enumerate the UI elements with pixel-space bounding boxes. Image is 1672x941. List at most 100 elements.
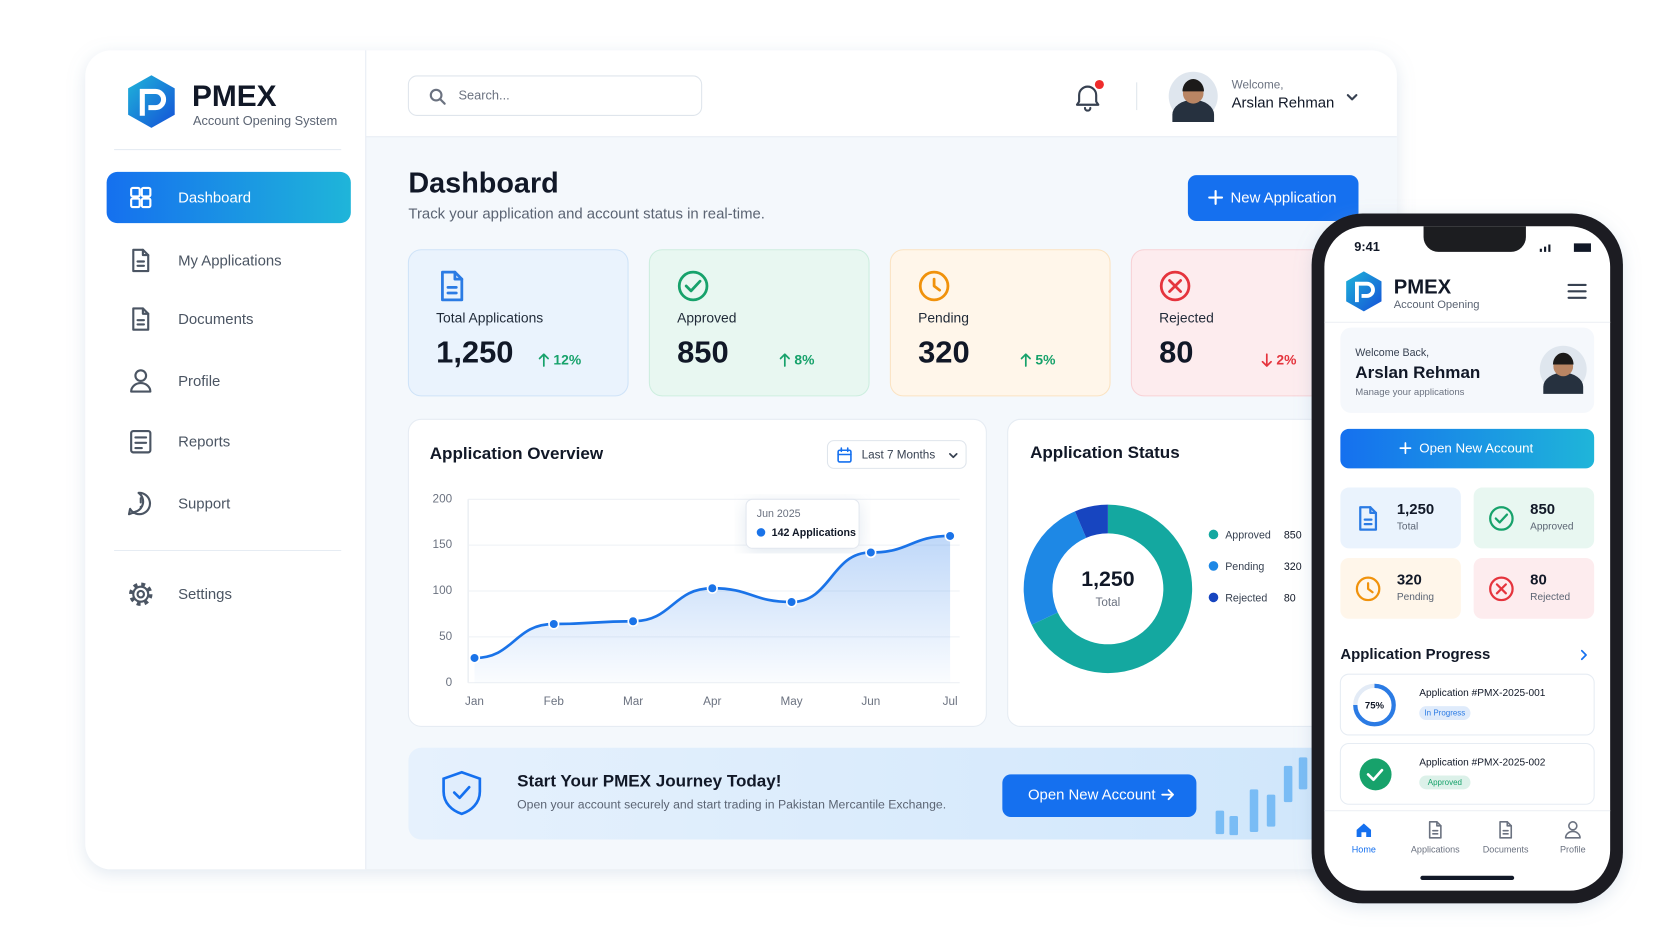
donut-total: 1,250 [1081,567,1134,591]
data-point [706,582,718,594]
icon-path [1366,582,1374,594]
mini-stat-card: 1,250 Total [1340,487,1461,549]
y-tick-label: 0 [446,676,453,689]
welcome-card [1340,327,1595,413]
mini-stat-card: 320 Pending [1340,557,1461,619]
icon-path [134,436,148,450]
nav-item[interactable]: Dashboard [106,171,351,224]
nav-active [106,171,351,224]
icon-path [1568,821,1578,831]
icon-path [429,88,443,102]
tab[interactable]: Documents [1483,821,1529,855]
logo-hex [128,75,175,128]
nav-item[interactable]: Settings [129,582,232,606]
stat-value: 1,250 [436,334,513,369]
status-check [1366,768,1384,782]
notifications[interactable] [1075,78,1106,112]
data-point [548,618,560,630]
brand: PMEX [192,80,277,113]
tab-label: Documents [1483,845,1529,855]
page-title: Dashboard [408,167,558,199]
icon-path [130,197,141,209]
icon [1355,576,1381,602]
stat-change: 5% [1035,351,1055,367]
banner: Start Your PMEX Journey Today! Open your … [408,747,1369,840]
page-subtitle: Track your application and account statu… [408,206,765,223]
icon-path [127,491,151,516]
nav-item[interactable]: Support [127,491,231,516]
icon-path [130,429,152,454]
icon [429,88,446,105]
nav-item[interactable]: Documents [132,307,253,331]
y-tick-label: 50 [439,630,453,643]
application-item[interactable]: Application #PMX-2025-002 Approved [1339,742,1595,805]
shield-icon [442,770,482,816]
notch [1423,226,1526,252]
tagline: Account Opening System [193,113,337,128]
legend-dot [1208,561,1219,571]
tooltip-title: Jun 2025 [757,508,801,520]
icon-path [1567,283,1587,299]
icon [1075,85,1100,112]
mini-stat-value: 1,250 [1397,501,1434,518]
phone-brand: PMEX [1394,277,1452,299]
banner-title: Start Your PMEX Journey Today! [517,771,781,790]
logo-mark [1355,281,1375,303]
donut-segment [1023,511,1087,625]
tab[interactable]: Profile [1560,821,1586,855]
application-item[interactable]: 75% Application #PMX-2025-001 In Progress [1339,673,1595,736]
legend-value: 320 [1284,561,1302,573]
range-dropdown[interactable]: Last 7 Months [826,440,967,469]
icon-path [439,98,446,105]
status-icon [1359,758,1392,791]
icon [1499,821,1513,839]
new-application-button[interactable]: New Application [1187,175,1359,221]
card-bg [889,249,1111,397]
data-point [627,615,639,627]
legend-label: Rejected [1225,592,1267,604]
nav-item[interactable]: My Applications [132,248,282,273]
icon-path [1359,506,1378,531]
icon-path [1161,789,1174,801]
icon-path [1083,106,1092,112]
icon [1346,94,1358,101]
icon [1356,823,1372,838]
icon-path [1499,821,1513,839]
donut-chart-card: Application Status Approved 850 Pending 320 R… [1007,418,1350,727]
icon [127,491,151,516]
icon-path [136,260,146,267]
card-bg [1473,487,1595,549]
icon [949,453,958,459]
phone-open-account-button[interactable]: Open New Account [1340,428,1595,469]
nav-item[interactable]: Profile [130,369,220,393]
open-account-button[interactable]: Open New Account [1002,774,1197,818]
icon-path [140,186,152,198]
home-indicator [1420,875,1515,880]
icon-path [132,585,150,603]
search-placeholder: Search... [459,88,510,103]
icon-path [130,186,141,198]
button-bg [1002,774,1197,818]
mini-stat-label: Rejected [1530,592,1570,603]
tab[interactable]: Applications [1411,821,1460,855]
stat-label: Rejected [1159,310,1214,326]
x-tick-label: Jul [943,695,958,708]
welcome: Welcome, [1232,79,1284,92]
legend-label: Pending [1225,561,1264,573]
progress-ring [1353,683,1396,727]
x-tick-label: Mar [623,695,643,708]
tab[interactable]: Home [1352,823,1376,855]
legend-value: 850 [1284,529,1302,541]
tooltip: Jun 2025 142 Applications [745,498,860,549]
menu-button[interactable] [1567,283,1587,299]
nav-item[interactable]: Reports [130,429,230,454]
user-menu[interactable]: Welcome, Arslan Rehman [1168,71,1358,122]
icon-path [453,270,464,281]
avatar-body [1172,99,1215,122]
decor-candle [1215,810,1225,835]
status-badge [1419,775,1471,790]
search-box[interactable]: Search... [407,75,703,116]
icon [837,447,852,463]
